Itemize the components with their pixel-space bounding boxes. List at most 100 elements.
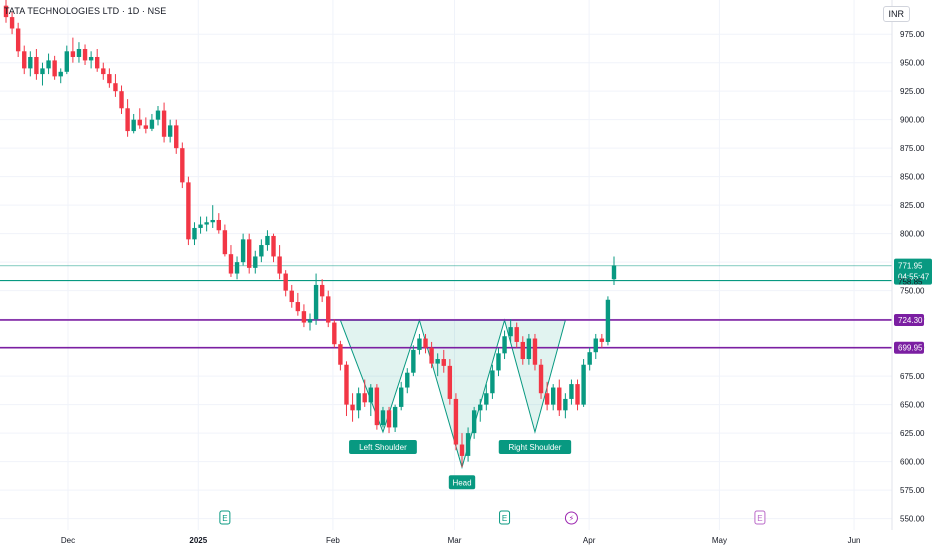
- y-tick-label: 925.00: [900, 87, 925, 96]
- candle-body: [9, 17, 15, 29]
- candle-body: [161, 110, 167, 137]
- x-tick-label: Dec: [61, 536, 75, 545]
- candle-body: [192, 227, 197, 240]
- candle-body: [319, 284, 325, 297]
- x-tick-label: 2025: [189, 536, 207, 545]
- candle-body: [429, 347, 434, 364]
- x-tick-label: Jun: [848, 536, 861, 545]
- candle-body: [198, 224, 203, 228]
- candle-body: [228, 254, 234, 274]
- candle-body: [326, 296, 331, 323]
- y-tick-label: 975.00: [900, 30, 925, 39]
- candle-body: [557, 387, 562, 411]
- pattern-label: Head: [452, 478, 471, 487]
- price-tag-countdown: 04:55:47: [898, 273, 930, 282]
- candle-body: [587, 352, 592, 365]
- candle-body: [496, 353, 501, 371]
- x-tick-label: Feb: [326, 536, 340, 545]
- candle-body: [210, 219, 215, 223]
- candle-body: [350, 404, 355, 411]
- candle-body: [46, 60, 51, 69]
- candle-body: [593, 338, 598, 353]
- candle-body: [423, 338, 428, 348]
- candle-body: [532, 338, 538, 365]
- candle-body: [95, 56, 100, 69]
- candle-body: [88, 56, 94, 61]
- candle-body: [569, 384, 574, 399]
- earnings-icon: [754, 510, 766, 525]
- candle-body: [174, 125, 179, 149]
- candle-body: [362, 393, 367, 403]
- candle-body: [575, 384, 580, 405]
- candle-body: [520, 341, 525, 360]
- candle-body: [119, 91, 124, 109]
- candle-body: [107, 74, 112, 84]
- earnings-icon: [499, 510, 511, 525]
- candle-body: [143, 125, 149, 129]
- candle-body: [338, 344, 343, 365]
- y-tick-label: 625.00: [900, 429, 925, 438]
- currency-label[interactable]: INR: [882, 6, 910, 22]
- candle-body: [313, 284, 319, 320]
- candle-body: [216, 219, 221, 231]
- y-tick-label: 800.00: [900, 230, 925, 239]
- candle-body: [113, 83, 118, 92]
- earnings-icon-glyph: E: [502, 514, 507, 523]
- candle-body: [356, 393, 361, 411]
- candle-body: [3, 5, 9, 18]
- candle-body: [131, 119, 136, 132]
- symbol-title: TATA TECHNOLOGIES LTD · 1D · NSE: [4, 6, 167, 16]
- candle-body: [441, 359, 446, 366]
- earnings-icon-glyph: E: [222, 514, 227, 523]
- y-tick-label: 550.00: [900, 515, 925, 524]
- dividend-icon: [564, 511, 578, 525]
- candle-body: [289, 290, 294, 303]
- candle-body: [368, 387, 373, 403]
- y-tick-label: 875.00: [900, 144, 925, 153]
- candle-body: [149, 119, 155, 129]
- candle-body: [234, 262, 240, 274]
- candle-body: [259, 245, 264, 257]
- candle-body: [514, 327, 519, 342]
- candle-body: [70, 51, 76, 57]
- price-tag-box: [894, 313, 924, 326]
- candle-body: [605, 299, 611, 342]
- y-tick-label: 825.00: [900, 201, 925, 210]
- candle-body: [265, 235, 270, 246]
- candle-body: [204, 222, 209, 225]
- x-tick-label: May: [712, 536, 727, 545]
- pattern-label-box: [349, 439, 417, 454]
- y-tick-label: 900.00: [900, 116, 925, 125]
- candle-body: [435, 359, 440, 364]
- candle-body: [478, 404, 483, 411]
- candle-body: [307, 319, 313, 323]
- candle-body: [101, 68, 106, 75]
- candle-body: [82, 49, 88, 61]
- candle-body: [253, 256, 258, 268]
- candle-body: [544, 393, 550, 405]
- candle-body: [222, 230, 228, 255]
- candle-body: [599, 338, 605, 342]
- candle-body: [52, 60, 57, 77]
- candle-body: [137, 119, 142, 126]
- candle-body: [551, 387, 556, 405]
- price-tag-label: 699.95: [898, 344, 923, 353]
- candle-body: [240, 239, 246, 263]
- dividend-icon-glyph: ⚡: [569, 514, 575, 523]
- candle-body: [484, 393, 489, 405]
- y-tick-label: 850.00: [900, 173, 925, 182]
- candle-body: [186, 182, 191, 240]
- y-tick-label: 650.00: [900, 401, 925, 410]
- candle-body: [581, 364, 586, 405]
- y-tick-label: 675.00: [900, 372, 925, 381]
- candle-body: [22, 51, 27, 69]
- candle-body: [344, 364, 349, 405]
- candle-body: [399, 387, 404, 407]
- pattern-label-box: [498, 439, 572, 454]
- candle-body: [295, 302, 301, 312]
- price-tag-box: [894, 341, 924, 354]
- candle-body: [64, 51, 69, 72]
- candle-body: [380, 410, 386, 426]
- price-tag-label: 724.30: [898, 316, 923, 325]
